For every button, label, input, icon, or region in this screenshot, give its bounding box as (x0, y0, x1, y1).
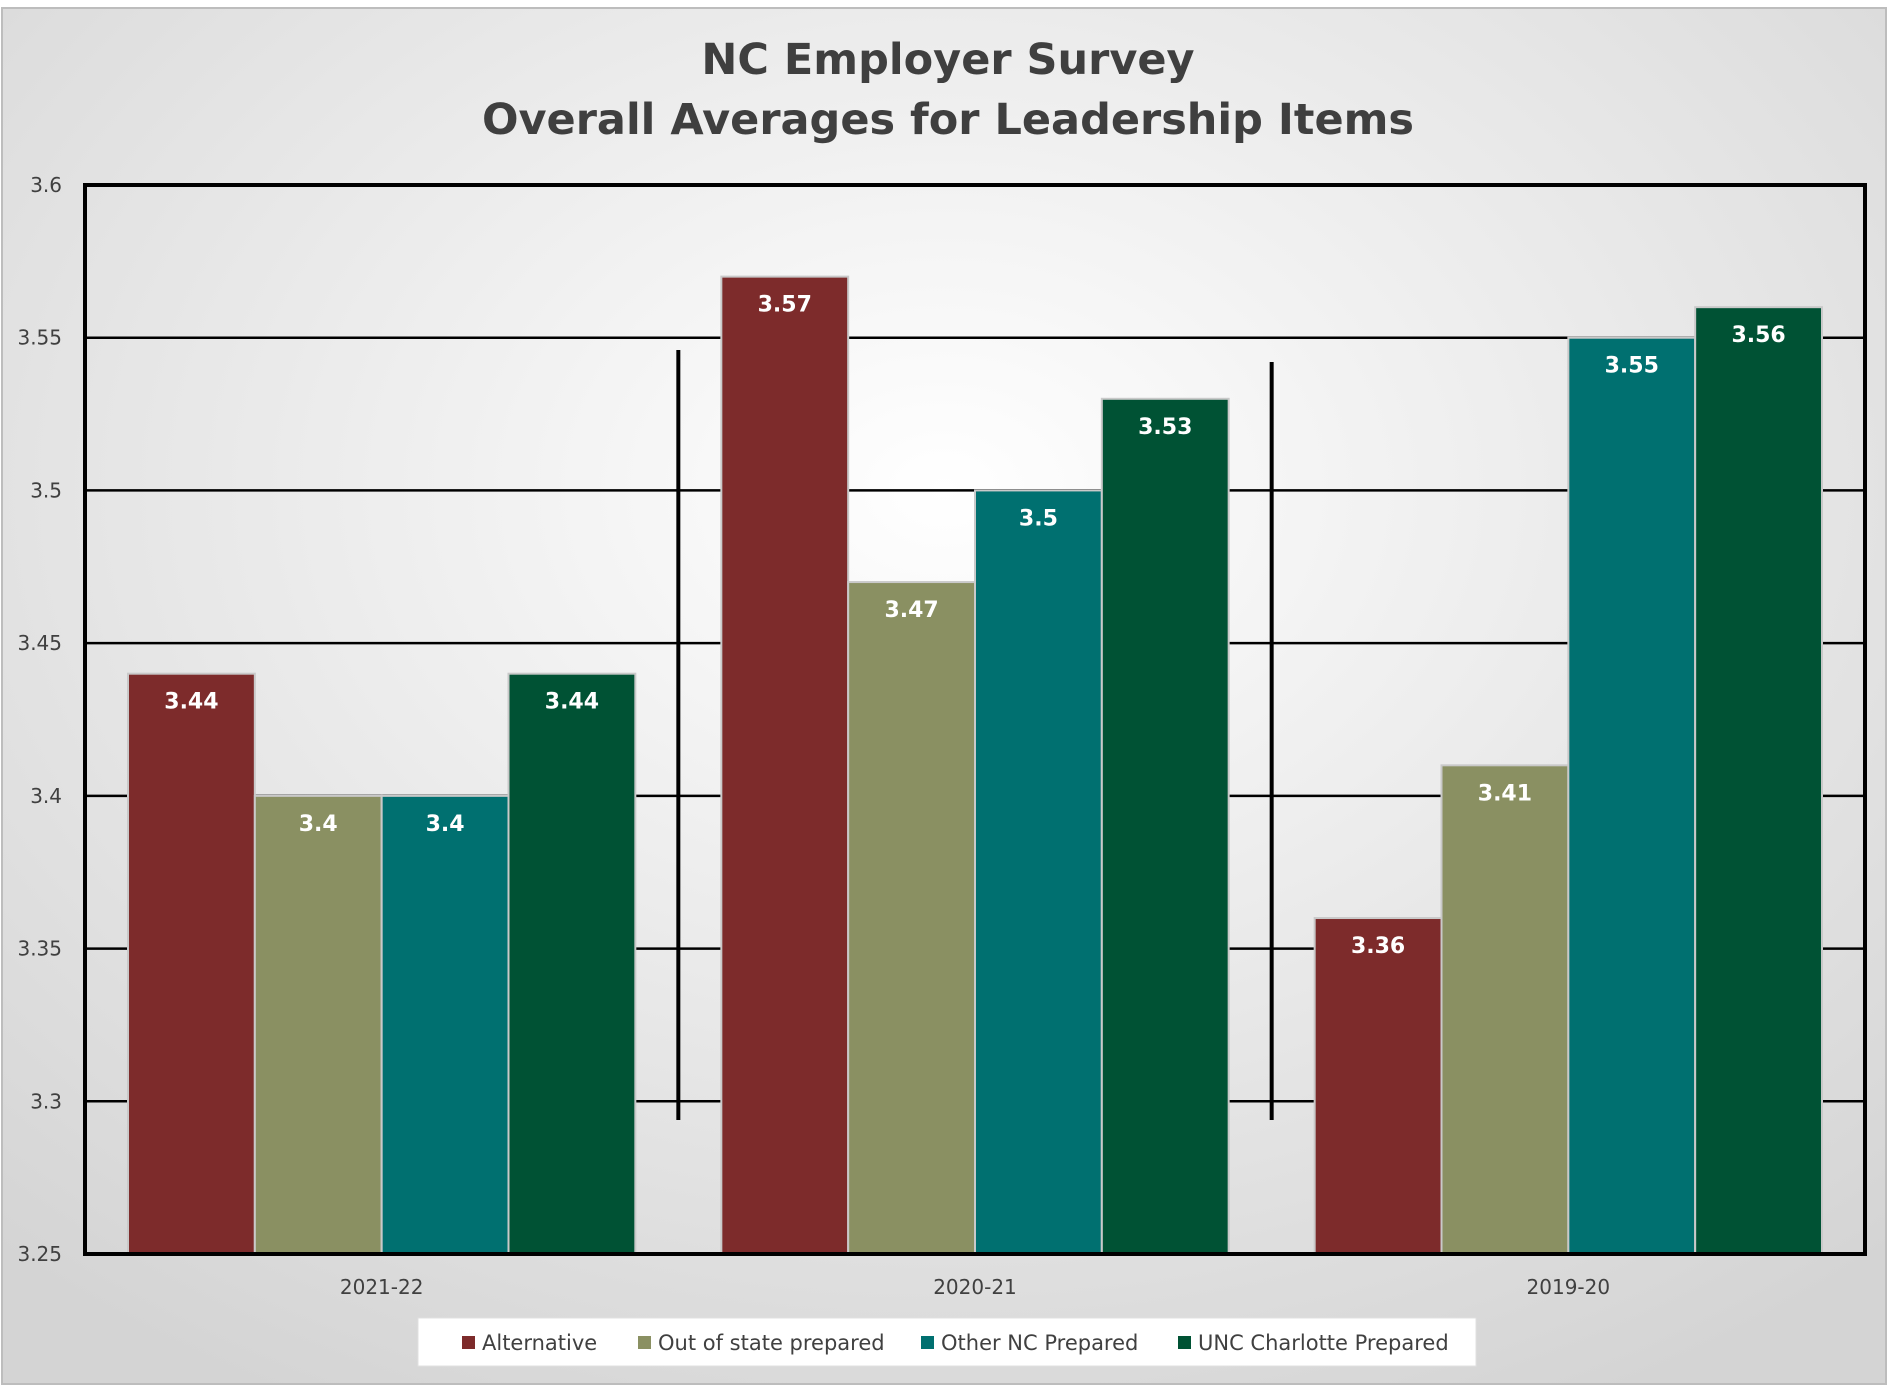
y-tick-label: 3.4 (30, 784, 62, 808)
bar (720, 275, 850, 1255)
data-label: 3.56 (1731, 323, 1785, 348)
plot-border (83, 183, 1867, 1256)
y-tick-label: 3.35 (17, 937, 62, 961)
x-tick-label: 2020-21 (933, 1275, 1017, 1299)
data-label: 3.57 (758, 293, 812, 318)
legend-swatch (638, 1336, 651, 1349)
bar (253, 794, 383, 1255)
data-label: 3.55 (1605, 354, 1659, 379)
y-tick-label: 3.6 (30, 173, 62, 197)
plot-frame (83, 183, 1867, 1256)
y-axis-ticks: 3.25 3.3 3.35 3.4 3.45 3.5 3.55 3.6 (17, 173, 62, 1266)
x-axis-ticks: 2021-22 2020-21 2019-20 (340, 1275, 1610, 1299)
x-tick-label: 2019-20 (1527, 1275, 1611, 1299)
chart-subtitle: Overall Averages for Leadership Items (482, 95, 1414, 145)
bar (1440, 764, 1570, 1255)
bar (380, 794, 510, 1255)
data-label: 3.44 (545, 690, 599, 715)
data-label: 3.53 (1138, 415, 1192, 440)
bar (1694, 306, 1823, 1255)
data-label: 3.36 (1351, 934, 1405, 959)
y-tick-label: 3.45 (17, 631, 62, 655)
chart-title: NC Employer Survey (701, 35, 1194, 85)
bar (507, 672, 637, 1255)
legend-label: Out of state prepared (658, 1331, 885, 1355)
data-label: 3.47 (884, 598, 938, 623)
data-label: 3.4 (426, 812, 465, 837)
legend-swatch (462, 1336, 475, 1349)
bar (974, 489, 1103, 1255)
legend-label: Alternative (482, 1331, 597, 1355)
data-label: 3.41 (1478, 781, 1532, 806)
legend: Alternative Out of state prepared Other NC… (417, 1317, 1477, 1367)
bars (127, 275, 1823, 1255)
bar (127, 672, 256, 1255)
legend-label: Other NC Prepared (941, 1331, 1138, 1355)
y-tick-label: 3.55 (17, 326, 62, 350)
y-tick-label: 3.5 (30, 478, 62, 502)
y-tick-label: 3.25 (17, 1242, 62, 1266)
data-label: 3.44 (164, 690, 218, 715)
y-tick-label: 3.3 (30, 1089, 62, 1113)
x-tick-label: 2021-22 (340, 1275, 424, 1299)
legend-swatch (1178, 1336, 1191, 1349)
data-label: 3.5 (1019, 506, 1058, 531)
legend-label: UNC Charlotte Prepared (1198, 1331, 1449, 1355)
bar (1100, 397, 1230, 1255)
bar (1313, 917, 1443, 1255)
bar (1567, 336, 1697, 1255)
data-label: 3.4 (299, 812, 338, 837)
legend-swatch (921, 1336, 934, 1349)
data-labels: 3.44 3.4 3.4 3.44 3.57 3.47 3.5 3.53 3.36 3.41 3.5… (164, 293, 1785, 959)
bar (847, 581, 977, 1255)
legend-box (417, 1317, 1477, 1367)
